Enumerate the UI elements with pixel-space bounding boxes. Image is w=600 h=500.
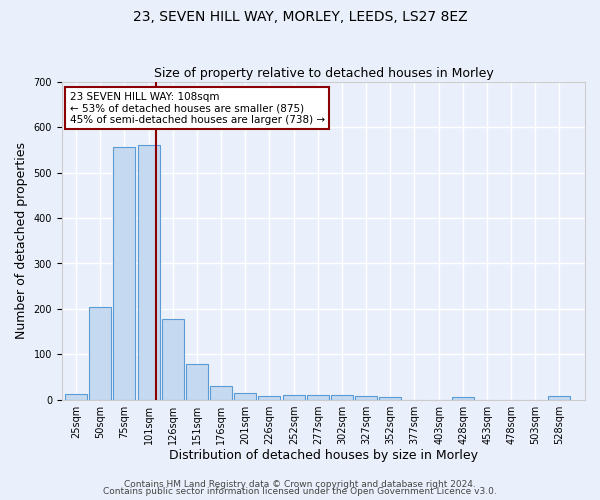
Bar <box>234 393 256 400</box>
Text: 23 SEVEN HILL WAY: 108sqm
← 53% of detached houses are smaller (875)
45% of semi: 23 SEVEN HILL WAY: 108sqm ← 53% of detac… <box>70 92 325 125</box>
Bar <box>355 396 377 400</box>
Bar <box>138 144 160 400</box>
Bar <box>307 395 329 400</box>
Bar <box>331 395 353 400</box>
X-axis label: Distribution of detached houses by size in Morley: Distribution of detached houses by size … <box>169 450 478 462</box>
Text: Contains public sector information licensed under the Open Government Licence v3: Contains public sector information licen… <box>103 487 497 496</box>
Bar <box>283 395 305 400</box>
Bar <box>162 319 184 400</box>
Bar <box>89 307 112 400</box>
Bar <box>186 364 208 400</box>
Bar <box>258 396 280 400</box>
Bar <box>452 397 475 400</box>
Bar <box>379 398 401 400</box>
Bar <box>548 396 571 400</box>
Bar <box>210 386 232 400</box>
Y-axis label: Number of detached properties: Number of detached properties <box>15 142 28 340</box>
Bar <box>113 147 136 400</box>
Bar <box>65 394 88 400</box>
Text: Contains HM Land Registry data © Crown copyright and database right 2024.: Contains HM Land Registry data © Crown c… <box>124 480 476 489</box>
Title: Size of property relative to detached houses in Morley: Size of property relative to detached ho… <box>154 66 493 80</box>
Text: 23, SEVEN HILL WAY, MORLEY, LEEDS, LS27 8EZ: 23, SEVEN HILL WAY, MORLEY, LEEDS, LS27 … <box>133 10 467 24</box>
